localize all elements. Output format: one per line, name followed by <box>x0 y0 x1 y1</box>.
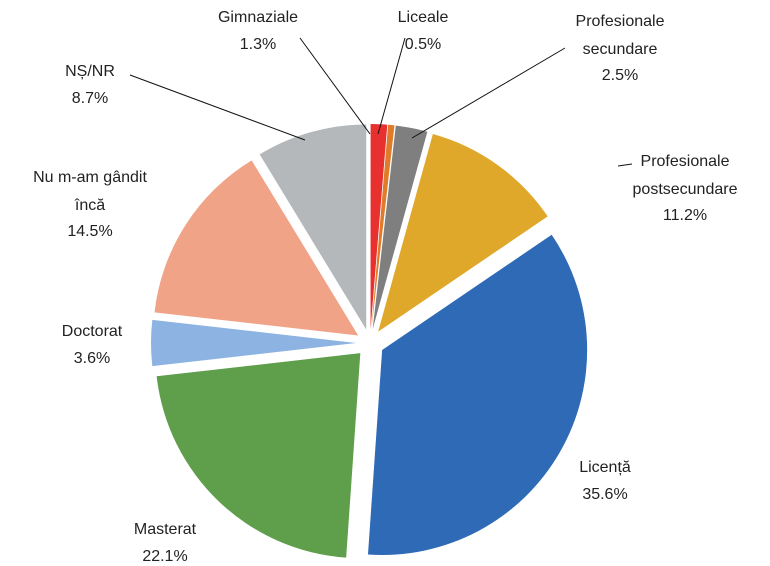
slice-label-line: Doctorat <box>62 323 123 340</box>
slice-label-line: Masterat <box>134 521 197 538</box>
pie-slice <box>154 160 359 336</box>
slice-label: Nu m-am gândit încă <box>33 169 147 214</box>
value-label: 3.6% <box>74 350 110 367</box>
slice-label: Profesionale secundare <box>576 13 665 58</box>
slice-label: Doctorat <box>62 323 123 340</box>
value-label: 1.3% <box>240 36 276 53</box>
slice-label-line: secundare <box>583 41 658 58</box>
slice-label: Licență <box>579 459 631 476</box>
leader-line <box>411 47 566 139</box>
slice-label-line: Licență <box>579 459 631 476</box>
pie-slice <box>156 353 361 558</box>
slice-label: Gimnaziale <box>218 9 298 26</box>
value-label: 35.6% <box>582 486 627 503</box>
slice-label: NȘ/NR <box>65 63 115 80</box>
slice-label-line: Profesionale <box>641 153 730 170</box>
value-label: 11.2% <box>663 207 707 224</box>
slice-label: Profesionale postsecundare <box>633 153 738 198</box>
pie-slice <box>259 124 367 330</box>
value-label: 14.5% <box>67 223 112 240</box>
leader-line <box>377 37 406 135</box>
slice-label: Masterat <box>134 521 197 538</box>
slice-label-line: postsecundare <box>633 181 738 198</box>
leader-line <box>129 74 306 141</box>
pie-slice <box>378 134 548 332</box>
leader-line <box>299 37 371 135</box>
slice-label-line: Nu m-am gândit <box>33 169 147 186</box>
value-label: 8.7% <box>72 90 108 107</box>
value-label: 0.5% <box>405 36 441 53</box>
value-label: 2.5% <box>602 67 638 84</box>
value-label: 22.1% <box>142 548 187 565</box>
pie-slice <box>370 124 388 330</box>
pie-slice <box>371 124 395 330</box>
slice-label-line: Liceale <box>398 9 449 26</box>
slice-label-line: Gimnaziale <box>218 9 298 26</box>
pie-slice <box>372 125 428 330</box>
slice-label-line: NȘ/NR <box>65 63 115 80</box>
slice-label-line: încă <box>74 197 105 214</box>
slice-label: Liceale <box>398 9 449 26</box>
slice-label-line: Profesionale <box>576 13 665 30</box>
leader-line <box>617 163 633 167</box>
pie-slice <box>367 234 588 555</box>
pie-slice <box>151 319 356 367</box>
